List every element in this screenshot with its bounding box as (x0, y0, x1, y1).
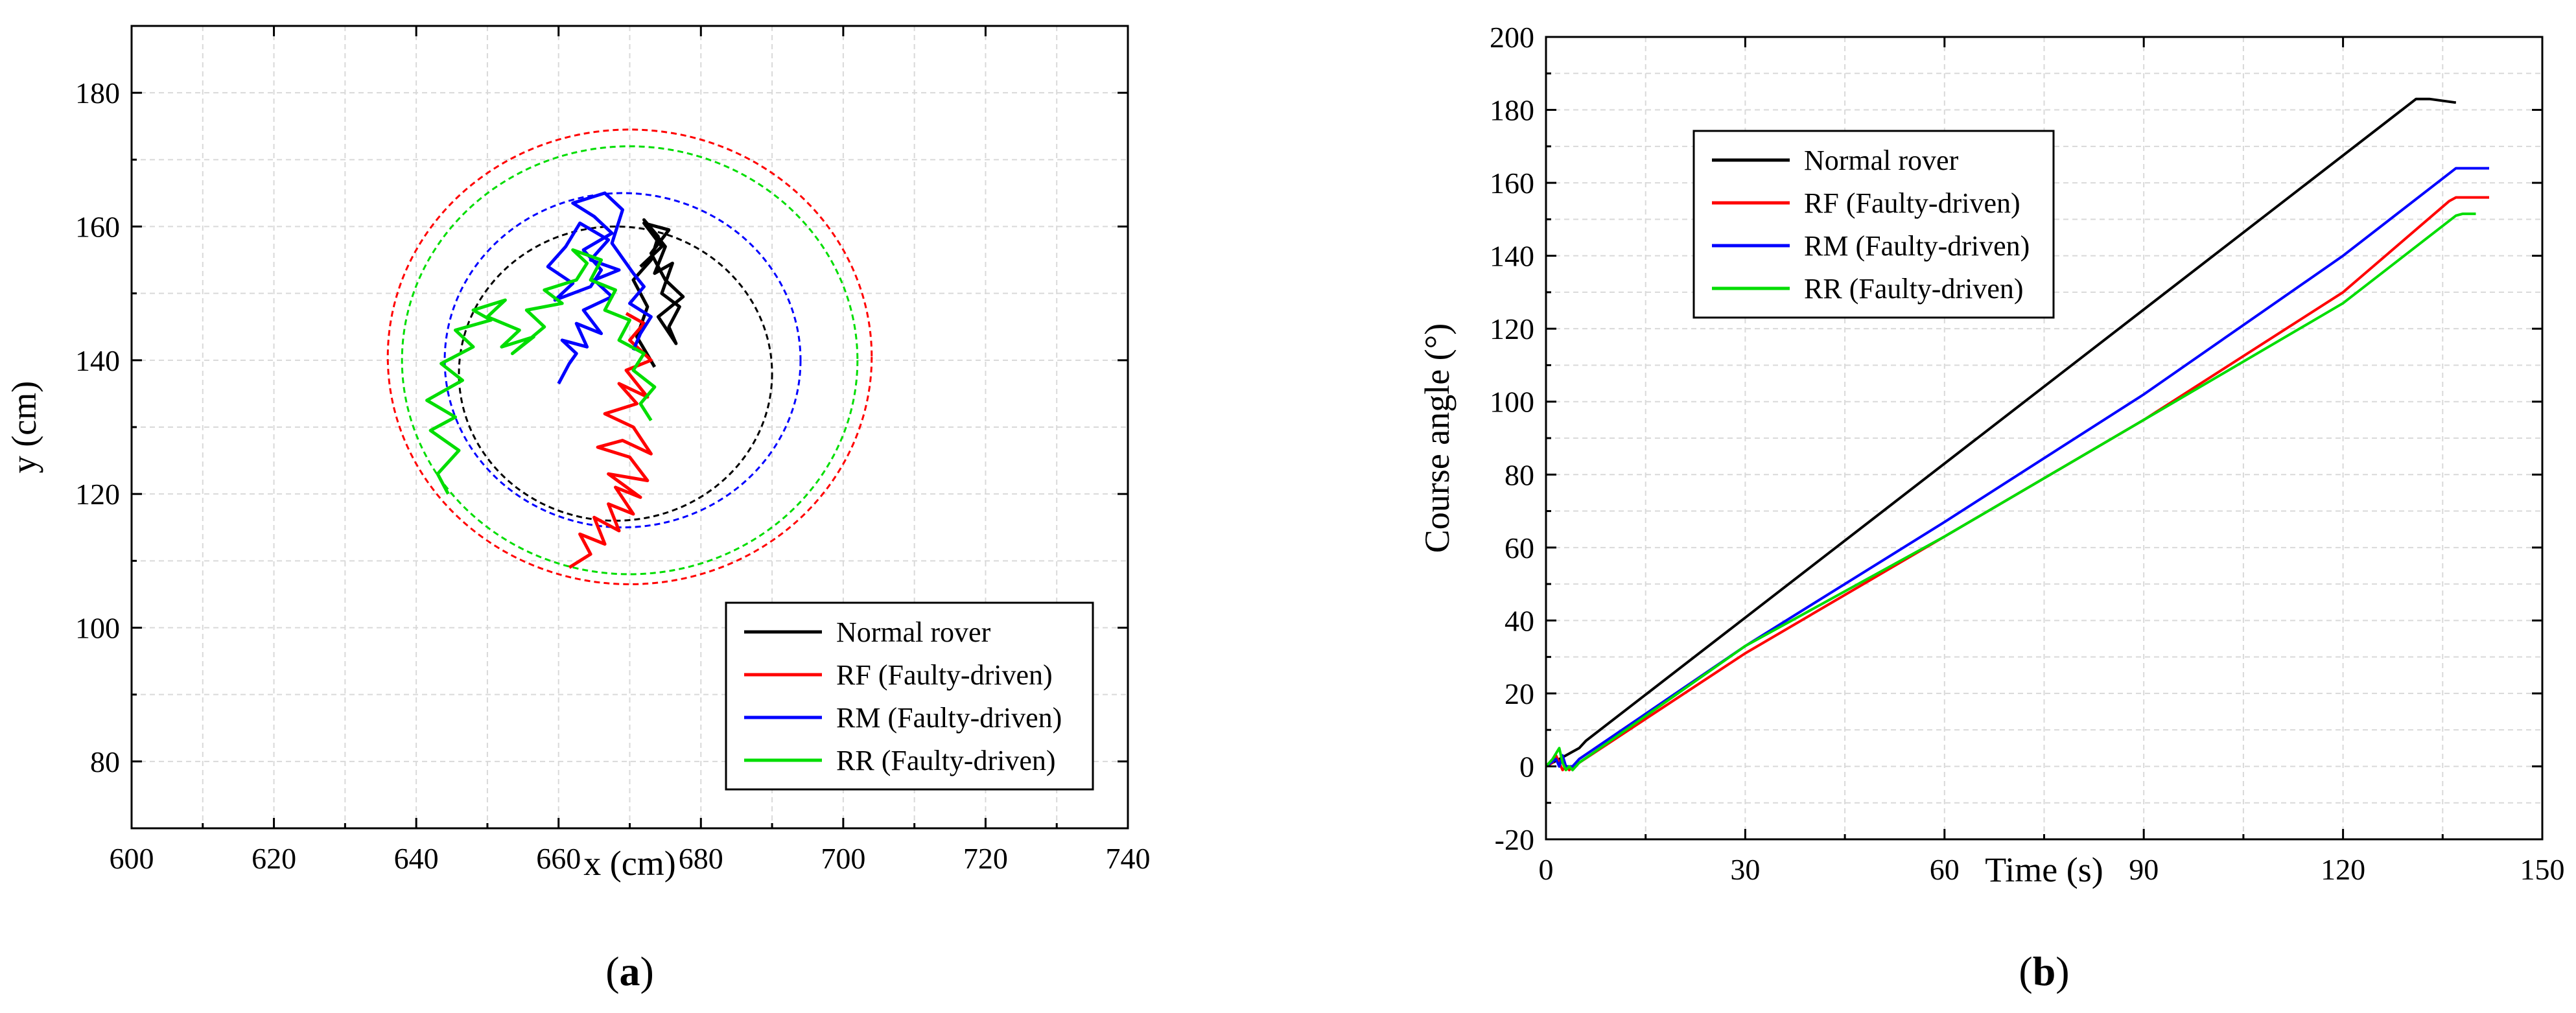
x-tick-label: 0 (1539, 853, 1554, 886)
y-tick-label: 140 (1490, 240, 1534, 273)
y-tick-label: 200 (1490, 21, 1534, 54)
x-axis-title: x (cm) (583, 844, 675, 883)
x-tick-label: 120 (2321, 853, 2365, 886)
y-tick-label: 160 (1490, 167, 1534, 200)
chart-panel-a: 600 620 640 660 680 700 720 740 80 100 120 140 160 18… (5, 25, 1151, 994)
x-tick-label: 600 (110, 842, 154, 875)
legend-label-rf-faulty-driven: RF (Faulty-driven) (836, 659, 1053, 691)
x-tick-label: 150 (2520, 853, 2565, 886)
panel-label: (b) (2019, 948, 2069, 994)
y-tick-label: 120 (75, 478, 120, 511)
boundary-circle-rm-boundary (443, 192, 802, 529)
y-tick-label: 180 (1490, 94, 1534, 127)
y-tick-label: 20 (1505, 677, 1534, 710)
series-line-rr-faulty-driven (425, 248, 657, 495)
boundary-circle-rr-boundary (401, 145, 859, 576)
legend-label-normal-rover: Normal rover (836, 616, 991, 648)
legend-box (725, 601, 1094, 791)
y-tick-label: 80 (90, 745, 120, 778)
x-tick-label: 740 (1106, 842, 1151, 875)
y-axis-title: Course angle (°) (1418, 323, 1457, 553)
series-line-rm-faulty-driven (546, 191, 653, 385)
y-tick-label: 40 (1505, 604, 1534, 637)
panel-label-open: ( (2019, 948, 2032, 994)
y-tick-label: 60 (1505, 531, 1534, 565)
panel-label-letter: b (2033, 948, 2056, 994)
y-tick-label: 160 (75, 211, 120, 244)
y-tick-label: -20 (1495, 823, 1534, 856)
legend-box (1692, 130, 2055, 319)
y-tick-label: 100 (75, 612, 120, 645)
y-tick-label: 120 (1490, 312, 1534, 345)
y-tick-label: 140 (75, 344, 120, 377)
legend-label-rm-faulty-driven: RM (Faulty-driven) (1804, 230, 2030, 262)
series-line-rf-faulty-driven (568, 312, 653, 569)
legend-label-rr-faulty-driven: RR (Faulty-driven) (1804, 273, 2024, 305)
y-tick-label: 0 (1519, 750, 1534, 783)
x-tick-label: 60 (1930, 853, 1960, 886)
panel-label-close: ) (640, 948, 654, 994)
y-tick-label: 80 (1505, 458, 1534, 491)
x-tick-label: 660 (536, 842, 581, 875)
legend-label-rr-faulty-driven: RR (Faulty-driven) (836, 745, 1056, 776)
legend-label-rf-faulty-driven: RF (Faulty-driven) (1804, 187, 2020, 219)
panel-label-open: ( (605, 948, 619, 994)
y-tick-label: 180 (75, 76, 120, 110)
x-tick-label: 620 (252, 842, 296, 875)
series-line-rr-faulty-driven (1546, 212, 2476, 772)
x-tick-label: 700 (821, 842, 865, 875)
x-tick-label: 90 (2129, 853, 2159, 886)
series-line-rm-faulty-driven (1546, 167, 2489, 768)
y-axis-title: y (cm) (5, 381, 43, 473)
legend-label-rm-faulty-driven: RM (Faulty-driven) (836, 702, 1062, 734)
series-line-normal-rover (631, 218, 685, 368)
x-tick-label: 30 (1730, 853, 1760, 886)
boundary-circle-rf-boundary (386, 128, 873, 585)
chart-panel-b: 0 30 60 90 120 150-20020406080100120140160180… (1418, 21, 2565, 994)
legend-label-normal-rover: Normal rover (1804, 145, 1959, 176)
x-axis-title: Time (s) (1985, 850, 2103, 889)
x-tick-label: 640 (394, 842, 439, 875)
y-tick-label: 100 (1490, 386, 1534, 419)
panel-label: (a) (605, 948, 654, 994)
panel-label-close: ) (2055, 948, 2069, 994)
x-tick-label: 720 (963, 842, 1008, 875)
x-tick-label: 680 (679, 842, 723, 875)
panel-label-letter: a (620, 948, 640, 994)
